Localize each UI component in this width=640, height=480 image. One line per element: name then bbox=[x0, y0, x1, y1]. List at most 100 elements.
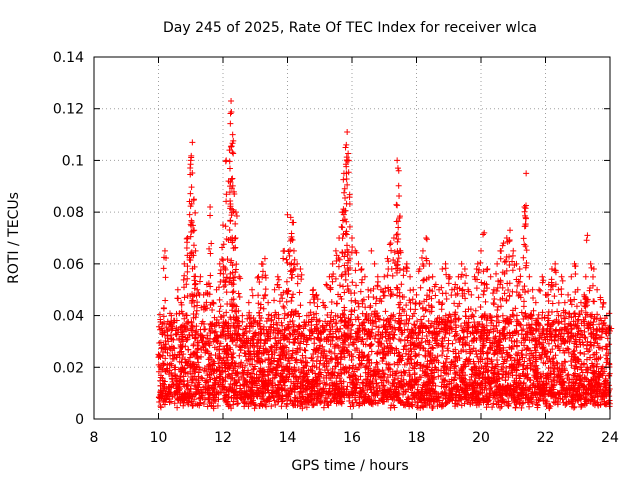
baseline-point bbox=[263, 403, 270, 410]
baseline-point bbox=[304, 383, 311, 390]
baseline-point bbox=[224, 398, 231, 405]
baseline-point bbox=[295, 366, 302, 373]
data-point bbox=[346, 255, 353, 262]
data-point bbox=[289, 237, 296, 244]
baseline-point bbox=[309, 363, 316, 370]
baseline-point bbox=[590, 398, 597, 405]
baseline-point bbox=[337, 366, 344, 373]
data-point bbox=[219, 244, 226, 251]
baseline-point bbox=[572, 380, 579, 387]
baseline-point bbox=[522, 394, 529, 401]
data-point bbox=[352, 299, 359, 306]
data-point bbox=[390, 311, 397, 318]
baseline-point bbox=[173, 375, 180, 382]
baseline-point bbox=[474, 382, 481, 389]
data-point bbox=[208, 240, 215, 247]
baseline-point bbox=[271, 374, 278, 381]
data-point bbox=[384, 255, 391, 262]
data-point bbox=[190, 242, 197, 249]
baseline-point bbox=[511, 388, 518, 395]
baseline-point bbox=[398, 357, 405, 364]
data-point bbox=[336, 335, 343, 342]
baseline-point bbox=[366, 399, 373, 406]
data-point bbox=[344, 283, 351, 290]
baseline-point bbox=[571, 347, 578, 354]
baseline-point bbox=[524, 344, 531, 351]
baseline-point bbox=[296, 373, 303, 380]
data-point bbox=[284, 259, 291, 266]
baseline-point bbox=[209, 392, 216, 399]
data-point bbox=[206, 245, 213, 252]
data-point bbox=[343, 163, 350, 170]
data-point bbox=[207, 203, 214, 210]
baseline-point bbox=[223, 354, 230, 361]
data-point bbox=[235, 307, 242, 314]
baseline-point bbox=[210, 362, 217, 369]
data-point bbox=[252, 317, 259, 324]
baseline-point bbox=[388, 344, 395, 351]
baseline-point bbox=[217, 332, 224, 339]
data-point bbox=[337, 325, 344, 332]
baseline-point bbox=[346, 352, 353, 359]
data-point bbox=[255, 292, 262, 299]
data-point bbox=[345, 248, 352, 255]
baseline-point bbox=[533, 399, 540, 406]
baseline-point bbox=[527, 365, 534, 372]
data-point bbox=[351, 290, 358, 297]
baseline-point bbox=[571, 365, 578, 372]
data-point bbox=[391, 249, 398, 256]
data-point bbox=[285, 248, 292, 255]
baseline-point bbox=[420, 313, 427, 320]
data-point bbox=[174, 295, 181, 302]
baseline-point bbox=[288, 355, 295, 362]
baseline-point bbox=[189, 361, 196, 368]
baseline-point bbox=[257, 385, 264, 392]
data-point bbox=[232, 235, 239, 242]
baseline-point bbox=[266, 398, 273, 405]
data-point bbox=[306, 332, 313, 339]
data-point bbox=[168, 327, 175, 334]
baseline-point bbox=[182, 343, 189, 350]
data-point bbox=[207, 321, 214, 328]
data-point bbox=[180, 276, 187, 283]
data-point bbox=[372, 300, 379, 307]
baseline-point bbox=[303, 341, 310, 348]
baseline-point bbox=[480, 343, 487, 350]
baseline-point bbox=[391, 350, 398, 357]
baseline-point bbox=[336, 390, 343, 397]
baseline-point bbox=[367, 342, 374, 349]
data-point bbox=[264, 330, 271, 337]
baseline-point bbox=[313, 395, 320, 402]
baseline-point bbox=[242, 353, 249, 360]
baseline-point bbox=[446, 330, 453, 337]
baseline-point bbox=[384, 393, 391, 400]
baseline-point bbox=[596, 344, 603, 351]
baseline-point bbox=[357, 388, 364, 395]
data-point bbox=[204, 305, 211, 312]
data-point bbox=[383, 329, 390, 336]
baseline-point bbox=[251, 365, 258, 372]
data-point bbox=[174, 286, 181, 293]
baseline-point bbox=[198, 374, 205, 381]
data-point bbox=[190, 227, 197, 234]
data-point bbox=[294, 273, 301, 280]
baseline-point bbox=[494, 343, 501, 350]
data-point bbox=[361, 319, 368, 326]
baseline-point bbox=[548, 329, 555, 336]
baseline-point bbox=[180, 402, 187, 409]
baseline-point bbox=[239, 342, 246, 349]
data-point bbox=[296, 313, 303, 320]
baseline-point bbox=[398, 372, 405, 379]
data-point bbox=[394, 165, 401, 172]
baseline-point bbox=[604, 355, 611, 362]
data-point bbox=[333, 320, 340, 327]
data-point bbox=[232, 269, 239, 276]
baseline-point bbox=[372, 399, 379, 406]
baseline-point bbox=[406, 371, 413, 378]
baseline-point bbox=[264, 348, 271, 355]
baseline-point bbox=[490, 369, 497, 376]
data-point bbox=[278, 319, 285, 326]
data-point bbox=[394, 202, 401, 209]
data-point bbox=[267, 323, 274, 330]
baseline-point bbox=[328, 371, 335, 378]
